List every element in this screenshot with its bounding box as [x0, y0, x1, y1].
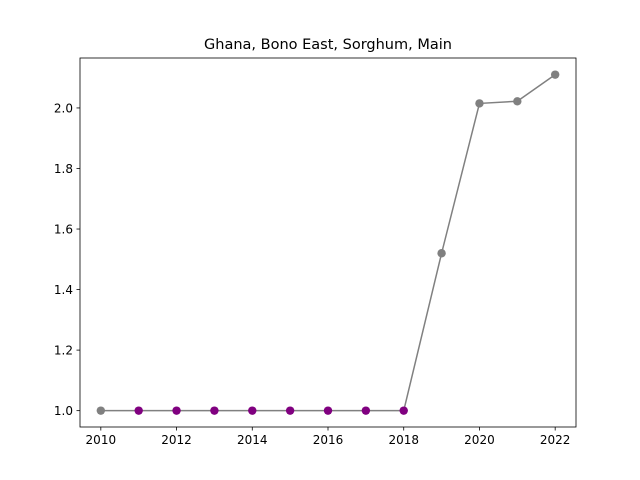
- data-point: [475, 99, 484, 108]
- data-point: [172, 406, 181, 415]
- plot-area: 2010 2012 2014 2016 2018 2020 2022 1.0 1.2 1.4 1.6…: [54, 57, 577, 447]
- x-tick-label: 2020: [464, 433, 495, 447]
- data-point: [399, 406, 408, 415]
- axes-frame: [79, 57, 577, 428]
- data-point: [361, 406, 371, 415]
- data-point: [550, 70, 560, 79]
- y-tick-label: 1.4: [54, 283, 73, 297]
- x-tick-label: 2018: [388, 433, 419, 447]
- x-tick-label: 2012: [161, 433, 192, 447]
- data-point: [285, 406, 295, 415]
- data-point: [210, 406, 219, 415]
- data-point: [248, 406, 257, 415]
- y-tick-label: 2.0: [54, 101, 73, 115]
- y-tick-label: 1.6: [54, 223, 73, 237]
- y-tick-label: 1.8: [54, 162, 73, 176]
- data-point: [437, 249, 446, 258]
- x-tick-label: 2014: [237, 433, 268, 447]
- x-tick-label: 2010: [86, 433, 117, 447]
- data-point: [513, 97, 522, 106]
- data-point: [96, 406, 106, 415]
- series-line: [100, 74, 556, 412]
- chart-title: Ghana, Bono East, Sorghum, Main: [204, 37, 452, 53]
- x-tick-label: 2022: [540, 433, 571, 447]
- data-point: [134, 406, 143, 415]
- y-tick-label: 1.2: [54, 344, 73, 358]
- x-tick-label: 2016: [313, 433, 344, 447]
- data-point: [323, 406, 333, 415]
- y-tick-label: 1.0: [54, 404, 73, 418]
